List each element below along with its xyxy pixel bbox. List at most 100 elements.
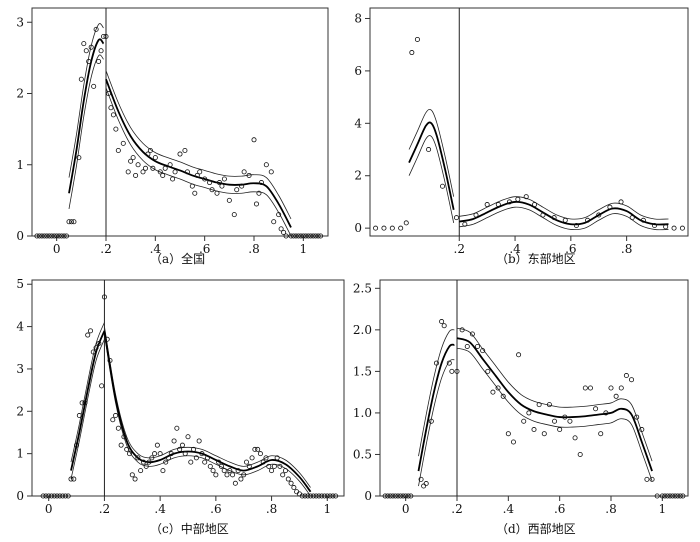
scatter-point-d — [618, 385, 624, 391]
y-tick-label-c: 1 — [16, 447, 24, 461]
scatter-point-a — [216, 180, 222, 186]
scatter-point-c — [249, 455, 255, 461]
scatter-point-c — [177, 446, 183, 452]
scatter-point-c — [207, 463, 213, 469]
scatter-point-d — [433, 360, 439, 366]
scatter-point-b — [585, 217, 591, 223]
scatter-point-b — [389, 225, 395, 231]
scatter-point-c — [221, 468, 227, 474]
scatter-point-a — [295, 233, 301, 239]
scatter-point-d — [667, 493, 673, 499]
scatter-point-d — [408, 493, 414, 499]
scatter-point-d — [480, 348, 486, 354]
scatter-point-c — [113, 413, 119, 419]
scatter-point-a — [110, 112, 116, 118]
scatter-point-a — [88, 44, 94, 50]
fit-line-right-d — [456, 337, 653, 472]
scatter-point-d — [654, 493, 660, 499]
scatter-point-a — [251, 137, 257, 143]
scatter-point-d — [390, 493, 396, 499]
scatter-point-d — [572, 435, 578, 441]
scatter-point-a — [234, 187, 240, 193]
ci-upper-right-a — [105, 70, 292, 220]
x-tick-label-d: 0 — [402, 502, 410, 516]
scatter-point-a — [152, 155, 158, 161]
scatter-point-d — [405, 493, 411, 499]
scatter-point-a — [305, 233, 311, 239]
scatter-point-a — [170, 176, 176, 182]
scatter-point-b — [506, 199, 512, 205]
scatter-point-d — [469, 331, 475, 337]
y-tick-label-a: 3 — [16, 15, 24, 29]
scatter-point-d — [459, 327, 465, 333]
caption-d: （d）西部地区 — [496, 522, 576, 536]
scatter-point-c — [263, 455, 269, 461]
scatter-point-c — [308, 493, 314, 499]
y-tick-label-c: 3 — [16, 362, 24, 376]
scatter-point-c — [124, 446, 130, 452]
scatter-point-b — [652, 223, 658, 229]
scatter-point-c — [62, 493, 68, 499]
scatter-point-d — [541, 431, 547, 437]
scatter-point-d — [587, 385, 593, 391]
scatter-point-a — [41, 233, 47, 239]
scatter-point-a — [283, 233, 289, 239]
scatter-point-a — [162, 165, 168, 171]
scatter-point-c — [202, 459, 208, 465]
scatter-point-d — [395, 493, 401, 499]
scatter-point-c — [96, 341, 102, 347]
scatter-point-a — [140, 169, 146, 175]
plot-frame-b — [369, 7, 689, 237]
scatter-point-d — [449, 368, 455, 374]
plot-frame-c — [31, 279, 345, 497]
scatter-point-d — [659, 493, 665, 499]
scatter-point-d — [464, 343, 470, 349]
scatter-point-a — [253, 201, 259, 207]
scatter-point-a — [105, 91, 111, 97]
scatter-point-c — [305, 493, 311, 499]
scatter-point-d — [490, 389, 496, 395]
ci-lower-left-c — [70, 339, 105, 480]
fit-line-right-c — [103, 330, 312, 493]
scatter-point-c — [227, 468, 233, 474]
scatter-point-d — [593, 406, 599, 412]
scatter-point-c — [135, 455, 141, 461]
scatter-point-c — [282, 468, 288, 474]
scatter-point-d — [454, 368, 460, 374]
ci-lower-right-a — [105, 87, 292, 237]
scatter-point-a — [310, 233, 316, 239]
scatter-point-b — [414, 36, 420, 42]
scatter-point-c — [204, 455, 210, 461]
scatter-point-c — [185, 434, 191, 440]
scatter-point-c — [165, 455, 171, 461]
panel-a: 0 .2 .4 .6 .8 1 0 1 2 3 — [16, 7, 329, 256]
y-tick-label-b: 8 — [354, 11, 362, 25]
scatter-point-c — [260, 459, 266, 465]
scatter-point-a — [278, 226, 284, 232]
scatter-point-d — [387, 493, 393, 499]
scatter-point-a — [226, 197, 232, 203]
scatter-point-a — [189, 183, 195, 189]
scatter-point-b — [484, 202, 490, 208]
scatter-point-d — [546, 402, 552, 408]
x-tick-label-b: .4 — [509, 242, 521, 256]
scatter-point-a — [303, 233, 309, 239]
scatter-point-d — [672, 493, 678, 499]
scatter-point-a — [86, 58, 92, 64]
x-tick-label-a: .8 — [248, 242, 259, 256]
scatter-point-d — [675, 493, 681, 499]
scatter-point-d — [536, 402, 542, 408]
y-tick-label-a: 0 — [16, 229, 24, 243]
scatter-point-c — [246, 463, 252, 469]
x-tick-label-c: 0 — [45, 502, 53, 516]
scatter-point-d — [428, 418, 434, 424]
scatter-point-c — [88, 328, 94, 334]
fit-line-left-b — [408, 121, 455, 210]
x-tick-label-c: .2 — [99, 502, 110, 516]
scatter-point-d — [385, 493, 391, 499]
ci-upper-left-b — [408, 108, 455, 197]
scatter-point-d — [562, 414, 568, 420]
scatter-point-b — [540, 212, 546, 218]
x-tick-label-a: 0 — [53, 242, 61, 256]
scatter-point-c — [129, 472, 135, 478]
